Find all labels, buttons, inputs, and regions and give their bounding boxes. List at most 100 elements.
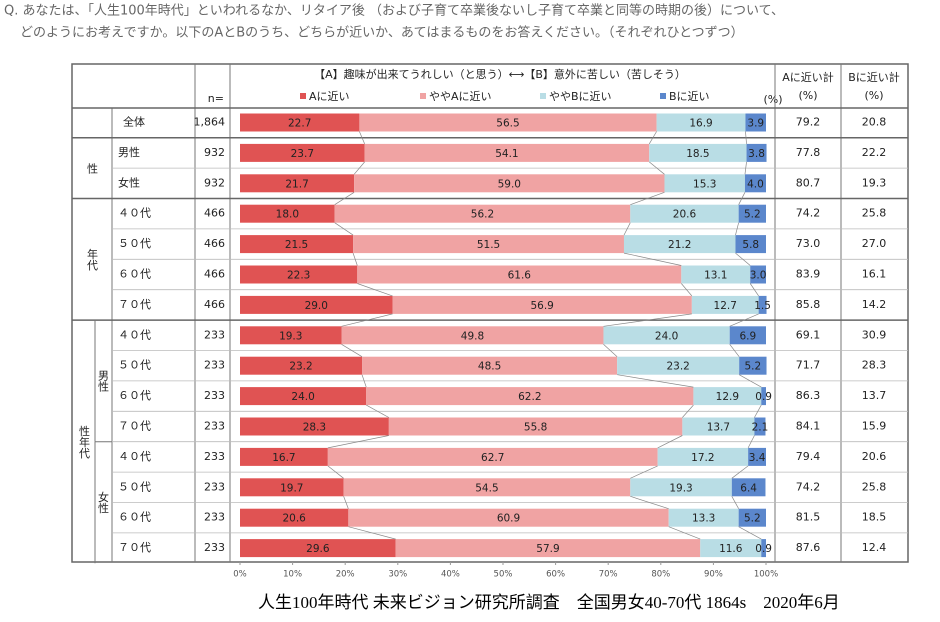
- source: 人生100年時代 未来ビジョン研究所調査 全国男女40-70代 1864s 20…: [258, 593, 840, 612]
- connector: [352, 252, 358, 266]
- value-label: 19.7: [280, 482, 303, 494]
- connector: [630, 465, 658, 479]
- bar-segment: [240, 387, 367, 406]
- connector: [623, 222, 631, 236]
- connector: [731, 465, 749, 479]
- connector: [648, 131, 657, 145]
- value-label: 48.5: [478, 361, 501, 373]
- a-total: 79.4: [796, 450, 821, 463]
- column-header: Aに近い計: [782, 70, 834, 84]
- a-total: 69.1: [796, 328, 821, 341]
- value-label: 54.5: [475, 482, 498, 494]
- connector: [334, 192, 355, 205]
- connector: [668, 526, 701, 540]
- category-label: ７０代: [118, 298, 151, 311]
- value-label: 21.5: [285, 239, 308, 251]
- bar-segment: [693, 387, 762, 406]
- bar-segment: [649, 143, 747, 162]
- b-total: 13.7: [862, 389, 887, 402]
- value-label: 62.7: [481, 452, 504, 464]
- b-total: 14.2: [862, 298, 887, 311]
- category-label: ７０代: [118, 420, 151, 433]
- bar-segment: [738, 204, 766, 223]
- value-label: 24.0: [291, 391, 314, 403]
- bar-segment: [617, 356, 740, 375]
- a-total: 73.0: [796, 237, 821, 250]
- value-label: 13.3: [692, 513, 715, 525]
- value-label: 21.7: [285, 178, 308, 190]
- value-label: 12.7: [714, 300, 737, 312]
- connector: [353, 161, 365, 175]
- a-total: 79.2: [796, 116, 821, 129]
- bar-segment: [334, 204, 631, 223]
- bar-segment: [240, 204, 335, 223]
- value-label: 0.9: [755, 543, 772, 555]
- b-total: 27.0: [862, 237, 887, 250]
- connector: [747, 435, 755, 449]
- connector: [738, 192, 746, 205]
- n-value: 233: [204, 511, 225, 524]
- value-label: 16.7: [272, 452, 295, 464]
- value-label: 13.7: [707, 422, 730, 434]
- b-total: 28.3: [862, 359, 887, 372]
- bar-segment: [343, 478, 631, 497]
- x-tick-label: 60%: [546, 570, 565, 580]
- bar-segment: [240, 417, 389, 436]
- connector: [657, 435, 683, 449]
- legend-label: Bに近い: [669, 90, 710, 103]
- column-header: Bに近い計: [848, 70, 900, 84]
- connector: [623, 252, 682, 266]
- bar-segment: [240, 508, 349, 527]
- connector: [343, 496, 349, 509]
- legend-swatch: [420, 93, 426, 99]
- connector: [681, 283, 693, 297]
- value-label: 60.9: [497, 513, 520, 525]
- category-label: ４０代: [118, 450, 151, 463]
- value-label: 0.9: [755, 391, 772, 403]
- bar-segment: [357, 265, 682, 284]
- bar-segment: [240, 326, 342, 345]
- value-label: 20.6: [282, 513, 306, 525]
- a-total: 83.9: [796, 268, 821, 281]
- bar-segment: [327, 447, 658, 466]
- value-label: 23.2: [289, 361, 312, 373]
- connector: [735, 222, 739, 236]
- a-total: 71.7: [796, 359, 821, 372]
- connector: [334, 222, 354, 236]
- category-label: ６０代: [118, 268, 151, 281]
- n-label: n=: [208, 92, 224, 105]
- group-label: 年代: [86, 247, 99, 271]
- connector: [649, 161, 665, 175]
- b-total: 25.8: [862, 207, 887, 220]
- connector: [729, 313, 759, 327]
- x-tick-label: 10%: [283, 570, 302, 580]
- bar-segment: [341, 326, 604, 345]
- bar-segment: [240, 113, 360, 132]
- value-label: 13.1: [704, 270, 727, 282]
- x-tick-label: 90%: [704, 570, 723, 580]
- value-label: 11.6: [719, 543, 743, 555]
- bar-segment: [758, 295, 767, 314]
- category-label: 男性: [118, 145, 140, 159]
- bar-segment: [691, 295, 759, 314]
- bar-segment: [700, 539, 762, 558]
- n-value: 233: [204, 480, 225, 493]
- bar-segment: [744, 174, 766, 193]
- connector: [738, 526, 762, 540]
- bar-segment: [735, 235, 766, 254]
- question-line: どのようにお考えですか。以下のAとBのうち、どちらが近いか、あてはまるものをお答…: [20, 25, 744, 41]
- connector: [745, 131, 747, 144]
- value-label: 17.2: [691, 452, 714, 464]
- b-total: 25.8: [862, 480, 887, 493]
- n-value: 233: [204, 420, 225, 433]
- value-label: 56.5: [496, 118, 519, 130]
- b-total: 20.8: [862, 116, 887, 129]
- connector: [341, 344, 363, 357]
- bar-segment: [682, 417, 755, 436]
- unit-label: (%): [763, 93, 782, 106]
- value-label: 1.5: [754, 300, 771, 312]
- value-label: 15.3: [693, 178, 716, 190]
- bar-segment: [240, 447, 328, 466]
- bar-segment: [362, 356, 618, 375]
- value-label: 29.6: [306, 543, 330, 555]
